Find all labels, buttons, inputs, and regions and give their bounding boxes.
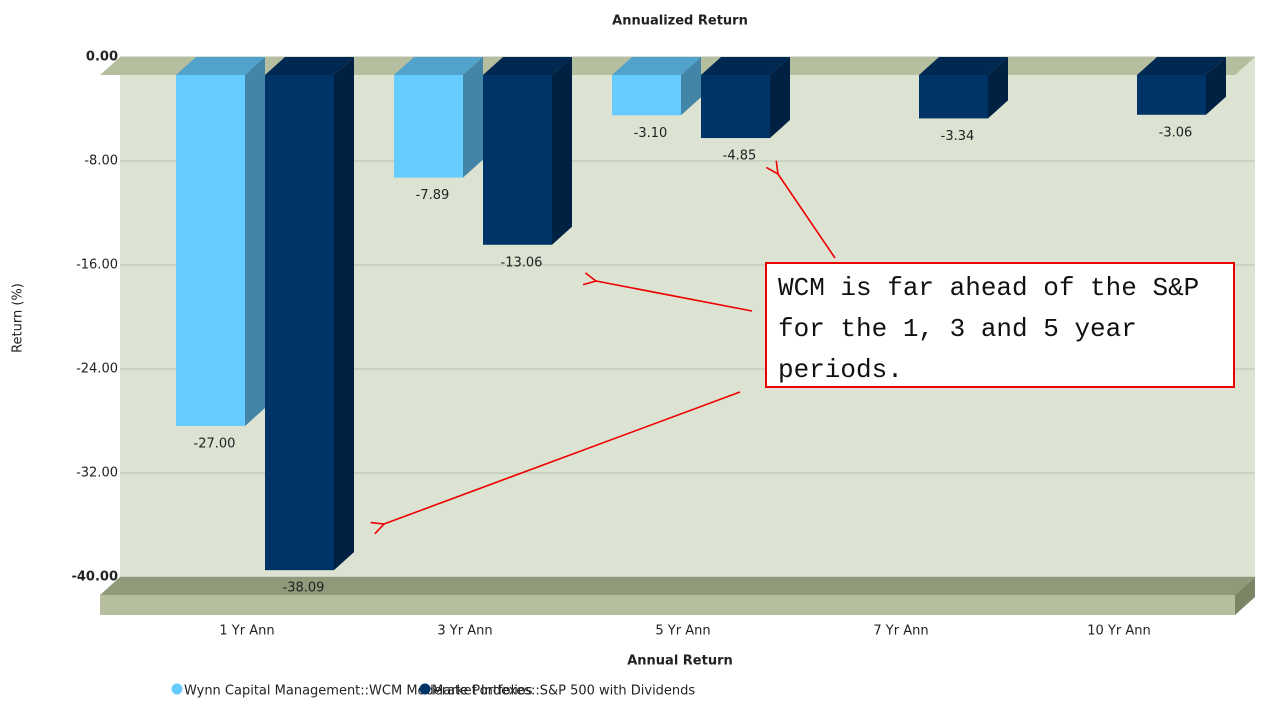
bar bbox=[612, 75, 681, 116]
arrow bbox=[384, 391, 741, 524]
value-label: -3.10 bbox=[634, 126, 668, 141]
value-label: -3.34 bbox=[941, 129, 975, 144]
bar-top bbox=[176, 57, 265, 75]
bar-top bbox=[394, 57, 483, 75]
legend-marker bbox=[171, 683, 183, 695]
bar-side bbox=[1206, 57, 1226, 115]
y-tick-label: -40.00 bbox=[71, 570, 118, 585]
bar bbox=[176, 75, 245, 426]
y-tick-label: -32.00 bbox=[76, 466, 118, 481]
bar-top bbox=[612, 57, 701, 75]
value-label: -4.85 bbox=[723, 149, 757, 164]
x-tick-label: 5 Yr Ann bbox=[655, 624, 710, 639]
bar bbox=[701, 75, 770, 139]
y-tick-label: -8.00 bbox=[84, 154, 118, 169]
x-axis-label: Annual Return bbox=[627, 654, 733, 669]
bar bbox=[483, 75, 552, 245]
y-tick-label: 0.00 bbox=[86, 50, 118, 65]
legend: Wynn Capital Management::WCM Moderate Po… bbox=[171, 683, 695, 699]
bars bbox=[176, 57, 1226, 571]
x-tick-label: 3 Yr Ann bbox=[437, 624, 492, 639]
value-label: -38.09 bbox=[283, 581, 325, 596]
floor-side bbox=[1235, 577, 1255, 615]
bar-top bbox=[1137, 57, 1226, 75]
bar bbox=[1137, 75, 1206, 115]
x-tick-label: 10 Yr Ann bbox=[1087, 624, 1150, 639]
y-axis-label: Return (%) bbox=[11, 283, 26, 353]
bar bbox=[265, 75, 334, 571]
bar-side bbox=[988, 57, 1008, 119]
legend-label: Market Indexes::S&P 500 with Dividends bbox=[432, 684, 695, 699]
bar-side bbox=[770, 57, 790, 139]
value-label: -13.06 bbox=[501, 255, 543, 270]
bar-side bbox=[334, 57, 354, 571]
floor-top bbox=[100, 577, 1255, 595]
bar-side bbox=[552, 57, 572, 245]
legend-label: Wynn Capital Management::WCM Moderate Po… bbox=[184, 684, 533, 699]
value-label: -7.89 bbox=[416, 188, 450, 203]
arrow bbox=[778, 174, 836, 259]
legend-marker bbox=[419, 683, 431, 695]
bar-top bbox=[919, 57, 1008, 75]
bar-top bbox=[483, 57, 572, 75]
y-tick-label: -24.00 bbox=[76, 362, 118, 377]
bar bbox=[394, 75, 463, 178]
value-label: -3.06 bbox=[1159, 125, 1193, 140]
floor-front bbox=[100, 595, 1235, 615]
annotation: WCM is far ahead of the S&P for the 1, 3… bbox=[765, 262, 1235, 388]
value-label: -27.00 bbox=[194, 437, 236, 452]
arrow bbox=[596, 281, 753, 312]
bar-top bbox=[701, 57, 790, 75]
y-tick-label: -16.00 bbox=[76, 258, 118, 273]
x-tick-label: 1 Yr Ann bbox=[219, 624, 274, 639]
bar-side bbox=[463, 57, 483, 178]
bar bbox=[919, 75, 988, 119]
bar-side bbox=[245, 57, 265, 426]
bar-top bbox=[265, 57, 354, 75]
x-tick-label: 7 Yr Ann bbox=[873, 624, 928, 639]
bar-side bbox=[681, 57, 701, 116]
chart-title: Annualized Return bbox=[612, 14, 748, 29]
